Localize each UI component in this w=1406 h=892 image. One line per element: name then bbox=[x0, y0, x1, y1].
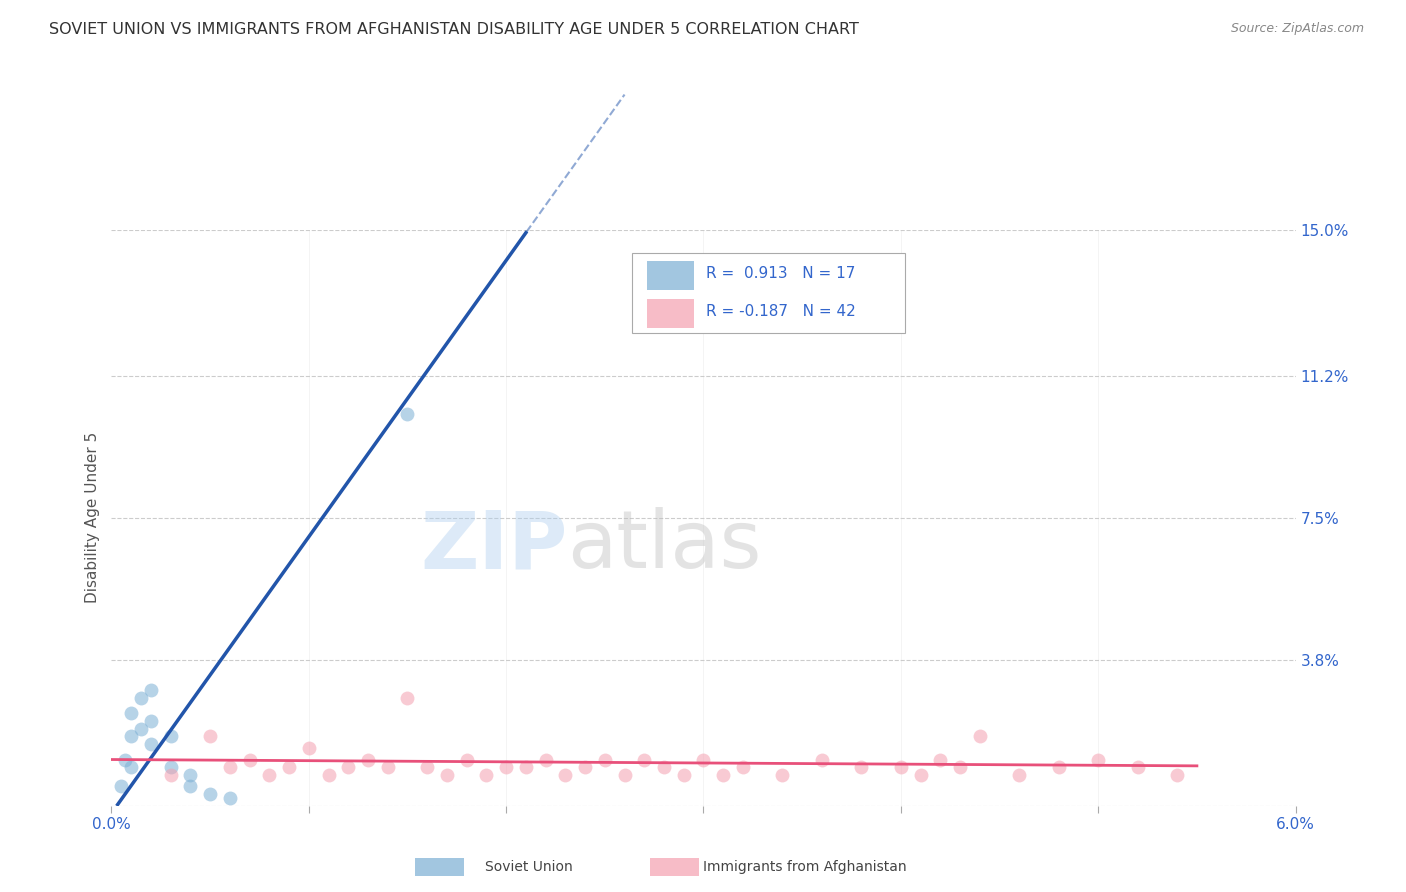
FancyBboxPatch shape bbox=[633, 252, 905, 334]
Point bbox=[731, 760, 754, 774]
Point bbox=[772, 768, 794, 782]
Point bbox=[1047, 760, 1070, 774]
Point bbox=[110, 780, 132, 794]
Point bbox=[198, 787, 221, 801]
Point bbox=[534, 752, 557, 766]
Point bbox=[337, 760, 360, 774]
Point bbox=[238, 752, 260, 766]
Point bbox=[139, 683, 162, 698]
Point bbox=[969, 730, 991, 744]
Text: SOVIET UNION VS IMMIGRANTS FROM AFGHANISTAN DISABILITY AGE UNDER 5 CORRELATION C: SOVIET UNION VS IMMIGRANTS FROM AFGHANIS… bbox=[49, 22, 859, 37]
Point bbox=[396, 691, 419, 706]
Point bbox=[120, 730, 142, 744]
Point bbox=[1087, 752, 1109, 766]
Point bbox=[495, 760, 517, 774]
Y-axis label: Disability Age Under 5: Disability Age Under 5 bbox=[86, 432, 100, 603]
Point bbox=[218, 760, 240, 774]
Point bbox=[692, 752, 714, 766]
Point bbox=[159, 730, 181, 744]
Point bbox=[357, 752, 380, 766]
Point bbox=[114, 752, 136, 766]
Point bbox=[278, 760, 301, 774]
Point bbox=[554, 768, 576, 782]
Point bbox=[139, 714, 162, 728]
Point bbox=[1126, 760, 1149, 774]
Point bbox=[890, 760, 912, 774]
Text: Soviet Union: Soviet Union bbox=[485, 860, 572, 874]
Point bbox=[416, 760, 439, 774]
Point bbox=[179, 780, 201, 794]
FancyBboxPatch shape bbox=[647, 261, 695, 290]
Point bbox=[1166, 768, 1188, 782]
Point bbox=[593, 752, 616, 766]
Point bbox=[318, 768, 340, 782]
Point bbox=[129, 722, 152, 736]
Point bbox=[633, 752, 655, 766]
Point bbox=[120, 706, 142, 721]
Point bbox=[120, 760, 142, 774]
Point bbox=[475, 768, 498, 782]
Point bbox=[574, 760, 596, 774]
Point bbox=[515, 760, 537, 774]
Point bbox=[929, 752, 952, 766]
Point bbox=[910, 768, 932, 782]
Point bbox=[851, 760, 873, 774]
Text: Immigrants from Afghanistan: Immigrants from Afghanistan bbox=[703, 860, 907, 874]
Point bbox=[949, 760, 972, 774]
Text: R = -0.187   N = 42: R = -0.187 N = 42 bbox=[706, 304, 856, 319]
Point bbox=[1008, 768, 1031, 782]
Point bbox=[159, 760, 181, 774]
Point bbox=[811, 752, 834, 766]
Point bbox=[298, 741, 321, 756]
Text: atlas: atlas bbox=[567, 508, 762, 585]
FancyBboxPatch shape bbox=[647, 299, 695, 327]
Point bbox=[672, 768, 695, 782]
Point bbox=[129, 691, 152, 706]
Point bbox=[377, 760, 399, 774]
Point bbox=[179, 768, 201, 782]
Point bbox=[456, 752, 478, 766]
Point bbox=[613, 768, 636, 782]
Point bbox=[159, 768, 181, 782]
Point bbox=[139, 737, 162, 751]
Point bbox=[259, 768, 281, 782]
Text: Source: ZipAtlas.com: Source: ZipAtlas.com bbox=[1230, 22, 1364, 36]
Point bbox=[652, 760, 675, 774]
Point bbox=[711, 768, 734, 782]
Point bbox=[218, 791, 240, 805]
Point bbox=[436, 768, 458, 782]
Text: ZIP: ZIP bbox=[420, 508, 567, 585]
Point bbox=[396, 407, 419, 421]
Point bbox=[198, 730, 221, 744]
Text: R =  0.913   N = 17: R = 0.913 N = 17 bbox=[706, 266, 855, 281]
